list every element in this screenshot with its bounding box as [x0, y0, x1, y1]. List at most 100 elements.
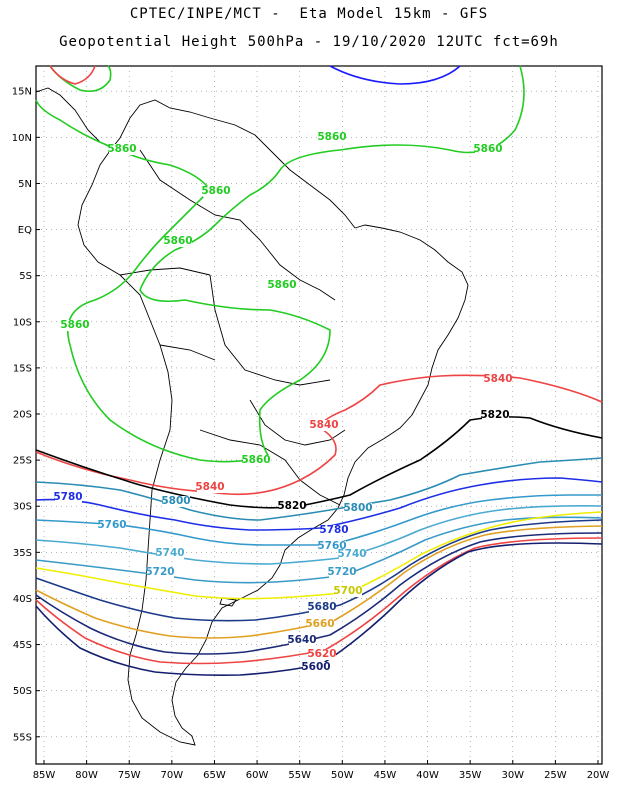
contour-label-bg [311, 420, 338, 431]
lon-tick-label: 25W [544, 770, 567, 781]
latitude-axis: 15N 10N 5N EQ 5S 10S 15S 20S 25S 30S 35S 40S 45S 50S 5… [12, 87, 40, 743]
chart-subtitle: Geopotential Height 500hPa - 19/10/2020 … [59, 34, 559, 50]
south-america-coast [77, 147, 469, 746]
contour-label: 5700 [333, 585, 362, 597]
contour-labels: 5860 5860 5860 5860 5860 5860 5860 5860 5840 5840… [53, 131, 513, 673]
contour-label-bg [335, 586, 362, 597]
contour-5740 [35, 505, 603, 565]
lat-tick-label: 10S [13, 317, 32, 328]
contour-5780 [35, 477, 603, 531]
central-america-coast [35, 87, 356, 229]
contour-label-bg [147, 567, 174, 578]
lat-tick-label: 45S [13, 640, 32, 651]
contour-label-bg [319, 132, 346, 143]
contour-label: 5860 [241, 454, 270, 466]
lat-tick-label: 15N [12, 87, 32, 98]
lat-tick-label: 55S [13, 732, 32, 743]
contour-label: 5860 [163, 235, 192, 247]
lat-tick-label: 25S [13, 456, 32, 467]
contour-label: 5820 [277, 500, 306, 512]
contour-5840-nw [49, 65, 96, 85]
contour-label-bg [309, 602, 336, 613]
contour-label-bg [321, 525, 348, 536]
contour-label-bg [279, 501, 306, 512]
lon-tick-label: 50W [331, 770, 354, 781]
contour-label-bg [309, 649, 336, 660]
lon-tick-label: 65W [203, 770, 226, 781]
lon-tick-label: 60W [246, 770, 269, 781]
lon-tick-label: 55W [288, 770, 311, 781]
contour-label: 5740 [337, 548, 366, 560]
lat-tick-label: 35S [13, 548, 32, 559]
contour-label-bg [475, 144, 502, 155]
contour-label: 5820 [480, 409, 509, 421]
lat-tick-label: 30S [13, 502, 32, 513]
contour-label: 5800 [343, 502, 372, 514]
lon-tick-label: 75W [118, 770, 141, 781]
contour-label-bg [269, 280, 296, 291]
contour-label: 5780 [319, 524, 348, 536]
contour-label: 5860 [60, 319, 89, 331]
longitude-axis: 85W 80W 75W 70W 65W 60W 55W 50W 45W 40W 35W 30W 25W 2… [33, 760, 610, 781]
falkland-islands [219, 597, 237, 607]
contour-label-bg [345, 503, 372, 514]
contour-label: 5840 [195, 481, 224, 493]
contour-label: 5860 [317, 131, 346, 143]
contour-label: 5680 [307, 601, 336, 613]
contour-5880 [329, 65, 461, 85]
contour-label: 5640 [287, 634, 316, 646]
lon-tick-label: 35W [459, 770, 482, 781]
contour-5720 [35, 516, 603, 584]
contour-label-bg [243, 455, 270, 466]
contour-label-bg [203, 186, 230, 197]
contour-label-bg [99, 520, 126, 531]
contour-label-bg [197, 482, 224, 493]
lon-tick-label: 45W [374, 770, 397, 781]
contour-label: 5860 [107, 143, 136, 155]
contour-label-bg [329, 567, 356, 578]
contour-label: 5800 [161, 495, 190, 507]
contour-label-bg [165, 236, 192, 247]
contour-label-bg [289, 635, 316, 646]
contour-label-bg [307, 619, 334, 630]
lon-tick-label: 30W [501, 770, 524, 781]
lat-tick-label: 20S [13, 410, 32, 421]
contour-label: 5860 [473, 143, 502, 155]
lon-tick-label: 85W [33, 770, 56, 781]
contour-5700 [35, 511, 603, 600]
contour-label: 5780 [53, 491, 82, 503]
contour-label-bg [109, 144, 136, 155]
lat-tick-label: 10N [12, 133, 32, 144]
contour-label-bg [485, 374, 512, 385]
lat-tick-label: 50S [13, 686, 32, 697]
contour-label-bg [157, 548, 184, 559]
contour-label-bg [163, 496, 190, 507]
chart-title: CPTEC/INPE/MCT - Eta Model 15km - GFS [129, 6, 489, 22]
contour-label-bg [62, 320, 89, 331]
contour-label-bg [303, 662, 330, 673]
lat-tick-label: 15S [13, 363, 32, 374]
contour-label: 5720 [145, 566, 174, 578]
contour-label-bg [339, 549, 366, 560]
contour-5800 [35, 457, 603, 521]
contour-label-bg [482, 410, 509, 421]
lat-tick-label: EQ [18, 225, 32, 236]
lat-tick-label: 40S [13, 594, 32, 605]
lat-tick-label: 5S [19, 271, 32, 282]
contour-lines [35, 65, 603, 676]
contour-label: 5840 [309, 419, 338, 431]
contour-5860-north [35, 65, 525, 463]
lon-tick-label: 20W [587, 770, 610, 781]
contour-label: 5620 [307, 648, 336, 660]
lat-tick-label: 5N [18, 179, 32, 190]
contour-label: 5760 [97, 519, 126, 531]
contour-5600 [35, 542, 603, 676]
lon-tick-label: 40W [416, 770, 439, 781]
contour-5620 [35, 537, 603, 665]
contour-label-bg [55, 492, 82, 503]
country-borders [119, 149, 346, 506]
contour-label: 5660 [305, 618, 334, 630]
contour-label: 5740 [155, 547, 184, 559]
lon-tick-label: 80W [75, 770, 98, 781]
